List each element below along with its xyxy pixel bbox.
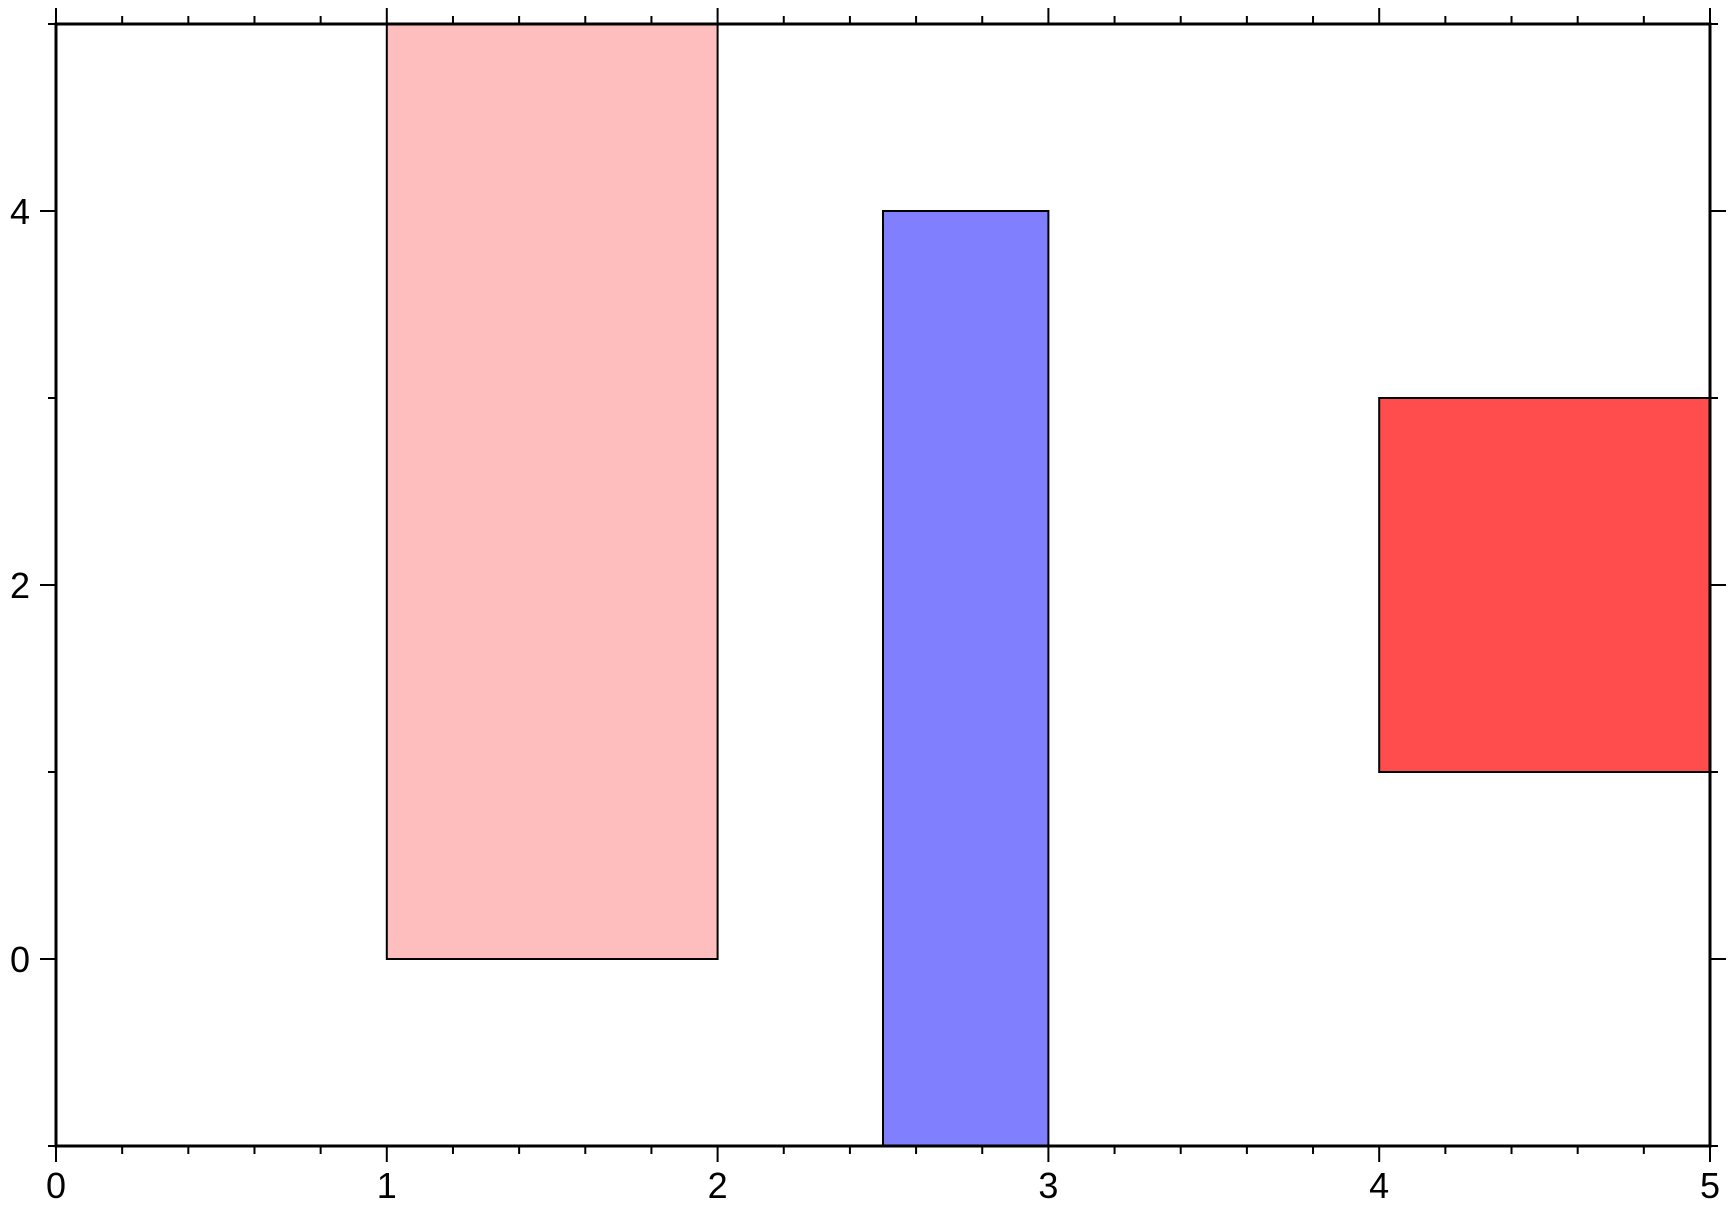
bars-layer xyxy=(385,23,1711,1147)
tick-labels-layer: 0 1 2 3 4 5 0 2 4 xyxy=(10,191,1720,1206)
x-tick-label: 3 xyxy=(1038,1165,1058,1206)
bar-3 xyxy=(1378,397,1711,773)
bar-2 xyxy=(882,210,1050,1147)
x-tick-label: 0 xyxy=(46,1165,66,1206)
x-tick-label: 5 xyxy=(1700,1165,1720,1206)
y-tick-label: 2 xyxy=(10,565,30,606)
y-tick-label: 0 xyxy=(10,939,30,980)
x-tick-label: 1 xyxy=(377,1165,397,1206)
x-tick-label: 4 xyxy=(1369,1165,1389,1206)
ticks-layer xyxy=(40,8,1726,1162)
x-tick-label: 2 xyxy=(708,1165,728,1206)
bar-1 xyxy=(385,23,719,960)
y-tick-label: 4 xyxy=(10,191,30,232)
